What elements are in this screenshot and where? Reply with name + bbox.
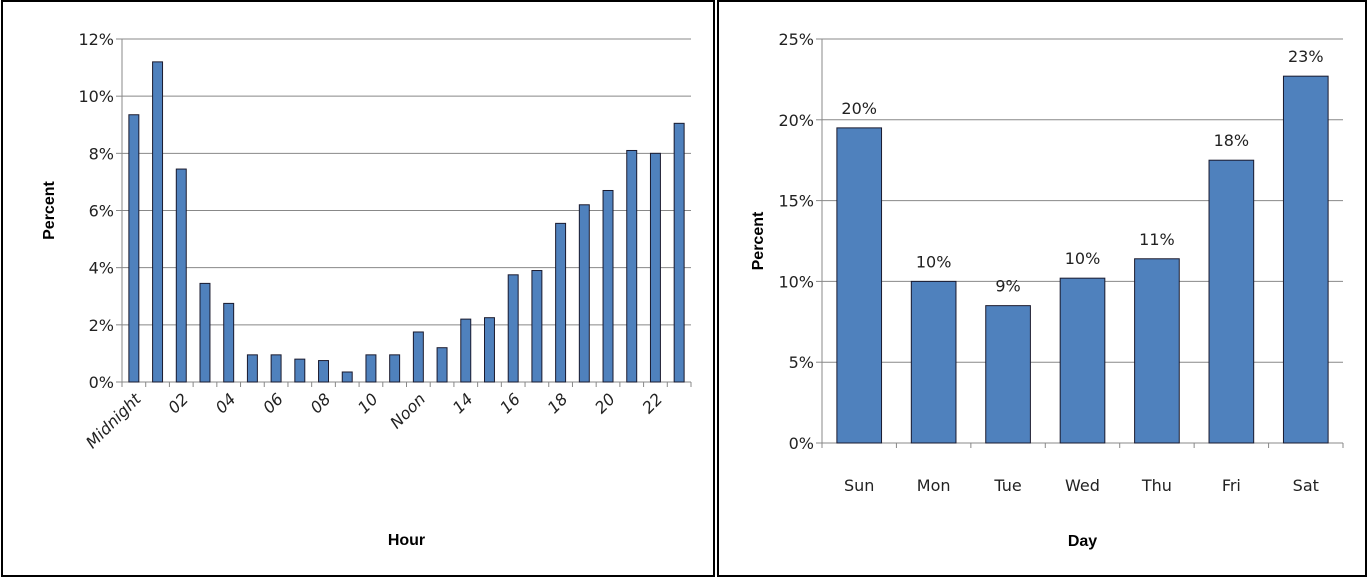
hour-x-tick-label: Noon bbox=[386, 389, 429, 432]
day-data-label: 10% bbox=[1065, 249, 1101, 268]
hour-bar bbox=[223, 302, 235, 383]
day-y-tick-label: 25% bbox=[778, 30, 814, 49]
day-y-tick-label: 20% bbox=[778, 111, 814, 130]
hour-x-tick-label: 02 bbox=[164, 389, 192, 417]
day-y-axis-title: Percent bbox=[750, 211, 767, 270]
day-x-tick-label: Thu bbox=[1141, 476, 1172, 495]
hour-x-tick-label: 22 bbox=[638, 389, 666, 417]
day-y-tick-label: 5% bbox=[789, 353, 814, 372]
day-x-tick-label: Sun bbox=[844, 476, 874, 495]
day-bar bbox=[1134, 258, 1180, 444]
hour-bar bbox=[246, 354, 258, 383]
day-data-label: 9% bbox=[995, 277, 1020, 296]
hour-bar bbox=[531, 270, 543, 383]
day-data-label: 18% bbox=[1214, 131, 1250, 150]
hourly-chart-panel: 0% 2% 4% 6% 8% 10% 12% Midnight 02 04 06 08 10 Noon 14… bbox=[1, 0, 715, 577]
hour-y-tick-label: 4% bbox=[89, 259, 114, 278]
day-data-label: 23% bbox=[1288, 47, 1324, 66]
hour-x-tick-label: 04 bbox=[212, 389, 240, 417]
day-bar bbox=[910, 280, 957, 444]
hour-x-tick-label: 10 bbox=[354, 389, 382, 417]
day-x-tick-label: Sat bbox=[1293, 476, 1319, 495]
hour-x-tick-label: Midnight bbox=[82, 389, 145, 452]
hour-y-tick-label: 10% bbox=[78, 87, 114, 106]
hour-y-axis-title: Percent bbox=[41, 180, 58, 239]
hour-x-tick-label: 08 bbox=[307, 389, 335, 417]
hour-x-tick-label: 14 bbox=[449, 389, 477, 417]
hour-bar bbox=[199, 282, 211, 383]
day-x-tick-label: Mon bbox=[917, 476, 951, 495]
hour-bar bbox=[152, 61, 164, 383]
day-bar bbox=[836, 127, 883, 444]
day-bar bbox=[985, 305, 1031, 444]
hour-bar bbox=[649, 152, 661, 383]
hour-y-tick-label: 0% bbox=[89, 373, 114, 392]
hour-y-tick-label: 6% bbox=[89, 202, 114, 221]
daily-chart-panel: 0% 5% 10% 15% 20% 25% 20% 10% 9% 10% 11% 18% 23% Sun M… bbox=[717, 0, 1367, 577]
day-data-label: 11% bbox=[1139, 230, 1175, 249]
day-y-tick-label: 10% bbox=[778, 272, 814, 291]
day-y-tick-label: 0% bbox=[789, 434, 814, 453]
day-bar bbox=[1282, 75, 1329, 444]
hour-bar bbox=[626, 149, 638, 383]
hour-bar bbox=[578, 204, 590, 383]
hour-x-axis-title: Hour bbox=[388, 532, 425, 549]
day-y-tick-label: 15% bbox=[778, 192, 814, 211]
hour-bar bbox=[341, 371, 353, 383]
hour-bar bbox=[602, 189, 614, 383]
hour-bar bbox=[507, 274, 519, 383]
hour-bar bbox=[175, 168, 187, 383]
hour-y-tick-label: 12% bbox=[78, 30, 114, 49]
day-x-tick-label: Wed bbox=[1065, 476, 1100, 495]
day-x-tick-label: Fri bbox=[1222, 476, 1241, 495]
hour-y-tick-label: 2% bbox=[89, 316, 114, 335]
hour-bar bbox=[555, 222, 567, 383]
hour-bar bbox=[128, 114, 140, 383]
day-data-label: 10% bbox=[916, 252, 952, 271]
hour-bar bbox=[365, 354, 377, 383]
daily-chart: 0% 5% 10% 15% 20% 25% 20% 10% 9% 10% 11% 18% 23% Sun M… bbox=[750, 30, 1344, 550]
hourly-chart: 0% 2% 4% 6% 8% 10% 12% Midnight 02 04 06 08 10 Noon 14… bbox=[41, 30, 692, 549]
day-bar bbox=[1059, 277, 1106, 444]
hour-bar bbox=[270, 354, 282, 383]
hour-bar bbox=[673, 122, 685, 383]
hour-bar bbox=[412, 331, 424, 383]
hour-bar bbox=[484, 317, 495, 383]
hour-bar bbox=[460, 318, 472, 383]
hour-bar bbox=[436, 347, 448, 383]
hour-x-tick-label: 20 bbox=[591, 389, 619, 417]
hour-bar bbox=[389, 354, 401, 383]
hour-bar bbox=[294, 358, 306, 383]
hour-x-tick-label: 06 bbox=[259, 389, 287, 417]
hour-y-tick-label: 8% bbox=[89, 144, 114, 163]
hour-x-tick-label: 18 bbox=[544, 389, 572, 417]
day-data-label: 20% bbox=[841, 99, 877, 118]
day-bar bbox=[1208, 159, 1255, 444]
day-x-axis-title: Day bbox=[1068, 533, 1097, 550]
hour-x-tick-label: 16 bbox=[496, 389, 524, 417]
hour-bar bbox=[318, 360, 329, 383]
day-x-tick-label: Tue bbox=[993, 476, 1021, 495]
